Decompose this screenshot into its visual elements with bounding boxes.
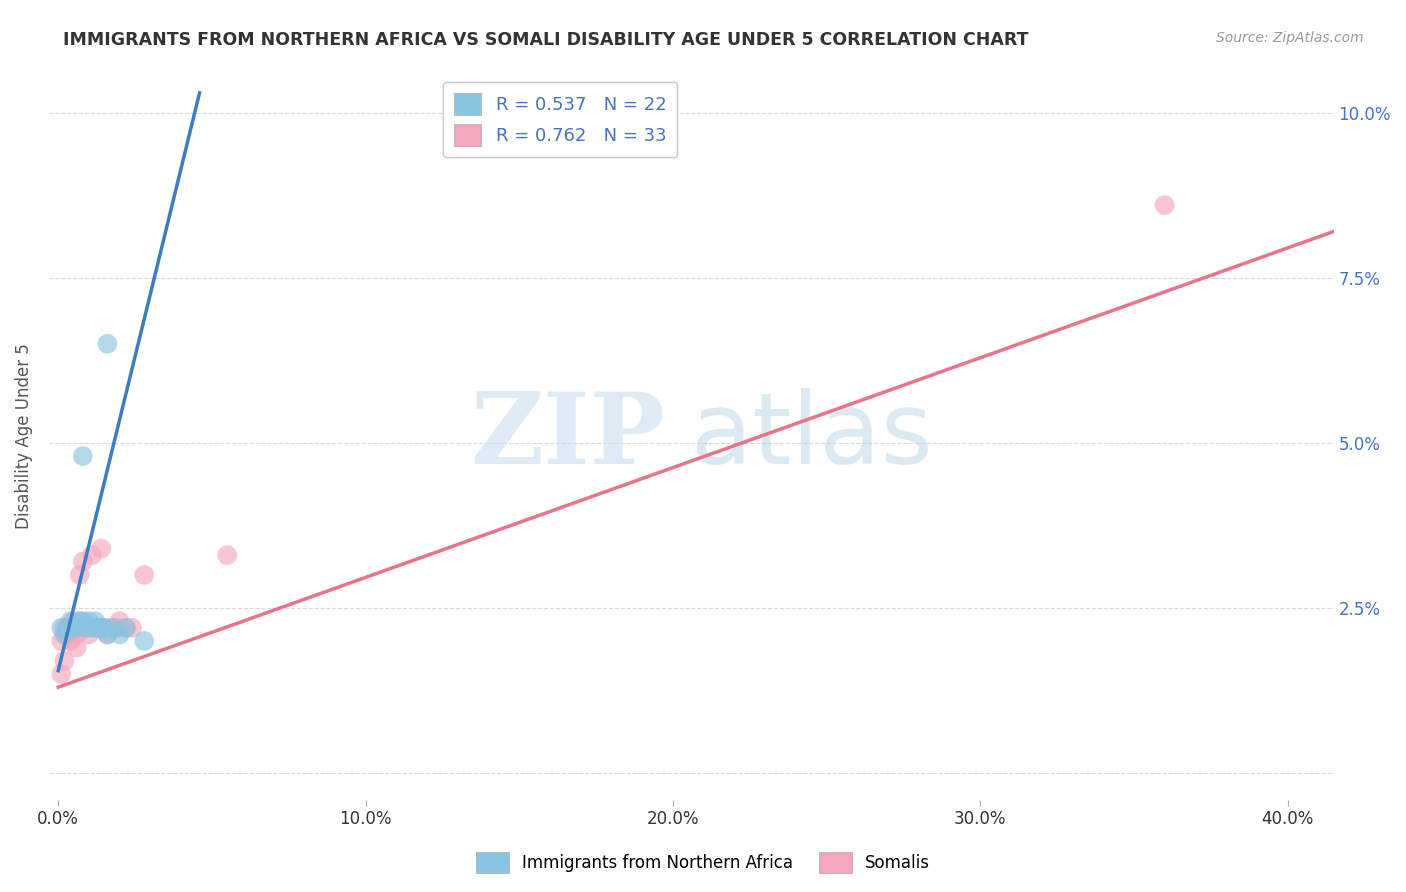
Y-axis label: Disability Age Under 5: Disability Age Under 5	[15, 343, 32, 529]
Point	[80, 548, 103, 562]
Text: atlas: atlas	[692, 388, 934, 484]
Point	[84, 621, 107, 635]
Legend: R = 0.537   N = 22, R = 0.762   N = 33: R = 0.537 N = 22, R = 0.762 N = 33	[443, 82, 678, 157]
Point	[59, 614, 82, 628]
Point	[75, 621, 97, 635]
Point	[51, 621, 73, 635]
Point	[96, 627, 118, 641]
Point	[72, 555, 94, 569]
Point	[51, 634, 73, 648]
Point	[53, 621, 76, 635]
Point	[96, 336, 118, 351]
Point	[72, 621, 94, 635]
Point	[114, 621, 136, 635]
Point	[105, 621, 128, 635]
Point	[75, 621, 97, 635]
Text: IMMIGRANTS FROM NORTHERN AFRICA VS SOMALI DISABILITY AGE UNDER 5 CORRELATION CHA: IMMIGRANTS FROM NORTHERN AFRICA VS SOMAL…	[63, 31, 1029, 49]
Point	[56, 627, 79, 641]
Point	[53, 627, 76, 641]
Point	[69, 614, 91, 628]
Point	[87, 621, 110, 635]
Point	[217, 548, 239, 562]
Point	[87, 621, 110, 635]
Point	[77, 627, 100, 641]
Point	[90, 621, 112, 635]
Point	[103, 621, 125, 635]
Point	[53, 654, 76, 668]
Point	[121, 621, 143, 635]
Point	[69, 568, 91, 582]
Point	[100, 621, 122, 635]
Point	[103, 621, 125, 635]
Point	[134, 568, 156, 582]
Point	[134, 634, 156, 648]
Text: ZIP: ZIP	[471, 388, 665, 484]
Point	[62, 621, 84, 635]
Point	[59, 634, 82, 648]
Point	[80, 621, 103, 635]
Point	[72, 449, 94, 463]
Point	[84, 614, 107, 628]
Point	[72, 614, 94, 628]
Point	[108, 627, 131, 641]
Point	[51, 667, 73, 681]
Point	[108, 614, 131, 628]
Point	[66, 621, 89, 635]
Point	[62, 621, 84, 635]
Point	[66, 627, 89, 641]
Point	[62, 614, 84, 628]
Point	[93, 621, 115, 635]
Point	[90, 541, 112, 556]
Point	[66, 640, 89, 655]
Point	[1153, 198, 1175, 212]
Point	[114, 621, 136, 635]
Point	[69, 614, 91, 628]
Point	[59, 621, 82, 635]
Point	[96, 627, 118, 641]
Point	[56, 621, 79, 635]
Point	[93, 621, 115, 635]
Text: Source: ZipAtlas.com: Source: ZipAtlas.com	[1216, 31, 1364, 45]
Legend: Immigrants from Northern Africa, Somalis: Immigrants from Northern Africa, Somalis	[470, 846, 936, 880]
Point	[77, 614, 100, 628]
Point	[56, 621, 79, 635]
